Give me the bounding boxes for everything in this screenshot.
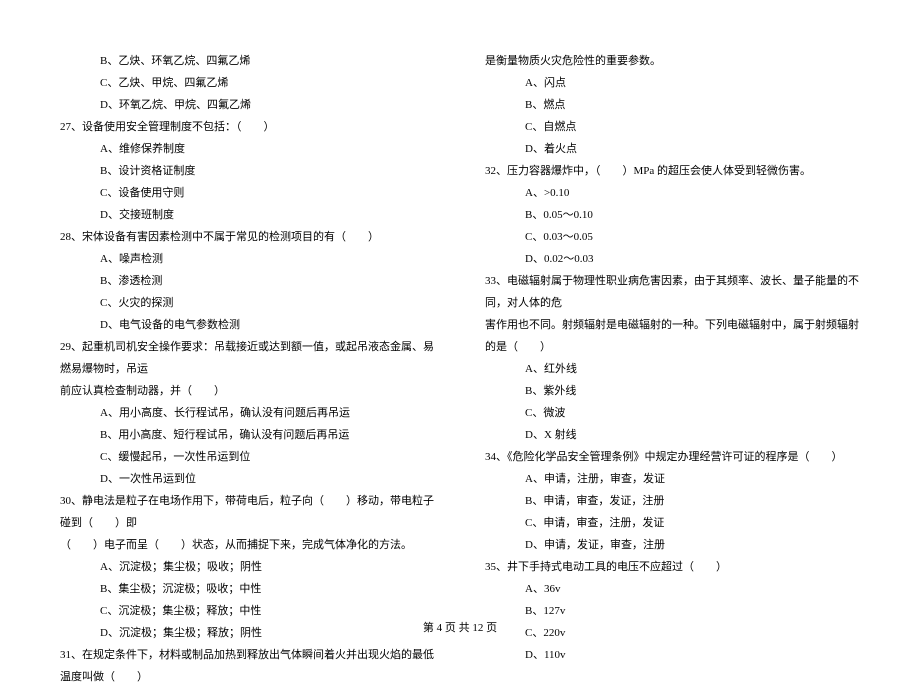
option: C、设备使用守则 — [60, 182, 435, 204]
option: A、36v — [485, 578, 860, 600]
option: D、着火点 — [485, 138, 860, 160]
content-columns: B、乙炔、环氧乙烷、四氟乙烯 C、乙炔、甲烷、四氟乙烯 D、环氧乙烷、甲烷、四氟… — [60, 50, 860, 610]
question-30: 30、静电法是粒子在电场作用下，带荷电后，粒子向（ ）移动，带电粒子碰到（ ）即 — [60, 490, 435, 534]
option: C、申请，审查，注册，发证 — [485, 512, 860, 534]
option: B、申请，审查，发证，注册 — [485, 490, 860, 512]
question-28: 28、宋体设备有害因素检测中不属于常见的检测项目的有（ ） — [60, 226, 435, 248]
option: D、交接班制度 — [60, 204, 435, 226]
option: A、闪点 — [485, 72, 860, 94]
question-33-cont: 害作用也不同。射频辐射是电磁辐射的一种。下列电磁辐射中，属于射频辐射的是（ ） — [485, 314, 860, 358]
option: C、0.03～0.05 — [485, 226, 860, 248]
option: D、0.02～0.03 — [485, 248, 860, 270]
option: A、>0.10 — [485, 182, 860, 204]
right-column: 是衡量物质火灾危险性的重要参数。 A、闪点 B、燃点 C、自燃点 D、着火点 3… — [485, 50, 860, 610]
option: B、渗透检测 — [60, 270, 435, 292]
left-column: B、乙炔、环氧乙烷、四氟乙烯 C、乙炔、甲烷、四氟乙烯 D、环氧乙烷、甲烷、四氟… — [60, 50, 435, 610]
question-29: 29、起重机司机安全操作要求：吊载接近或达到额一值，或起吊液态金属、易燃易爆物时… — [60, 336, 435, 380]
option: D、环氧乙烷、甲烷、四氟乙烯 — [60, 94, 435, 116]
option: A、沉淀极；集尘极；吸收；阴性 — [60, 556, 435, 578]
question-30-cont: （ ）电子而呈（ ）状态，从而捕捉下来，完成气体净化的方法。 — [60, 534, 435, 556]
option: C、乙炔、甲烷、四氟乙烯 — [60, 72, 435, 94]
question-35: 35、井下手持式电动工具的电压不应超过（ ） — [485, 556, 860, 578]
option: D、一次性吊运到位 — [60, 468, 435, 490]
option: B、设计资格证制度 — [60, 160, 435, 182]
page-footer: 第 4 页 共 12 页 — [0, 619, 920, 635]
option: D、X 射线 — [485, 424, 860, 446]
option: B、0.05～0.10 — [485, 204, 860, 226]
option: B、乙炔、环氧乙烷、四氟乙烯 — [60, 50, 435, 72]
question-31-cont: 是衡量物质火灾危险性的重要参数。 — [485, 50, 860, 72]
option: A、申请，注册，审查，发证 — [485, 468, 860, 490]
question-34: 34、《危险化学品安全管理条例》中规定办理经营许可证的程序是（ ） — [485, 446, 860, 468]
question-29-cont: 前应认真检查制动器，并（ ） — [60, 380, 435, 402]
question-31: 31、在规定条件下，材料或制品加热到释放出气体瞬间着火并出现火焰的最低温度叫做（… — [60, 644, 435, 688]
option: B、用小高度、短行程试吊，确认没有问题后再吊运 — [60, 424, 435, 446]
question-32: 32、压力容器爆炸中，（ ）MPa 的超压会使人体受到轻微伤害。 — [485, 160, 860, 182]
option: A、噪声检测 — [60, 248, 435, 270]
option: A、红外线 — [485, 358, 860, 380]
option: D、110v — [485, 644, 860, 666]
option: C、缓慢起吊，一次性吊运到位 — [60, 446, 435, 468]
question-33: 33、电磁辐射属于物理性职业病危害因素，由于其频率、波长、量子能量的不同，对人体… — [485, 270, 860, 314]
option: C、自燃点 — [485, 116, 860, 138]
option: C、微波 — [485, 402, 860, 424]
option: B、紫外线 — [485, 380, 860, 402]
option: D、申请，发证，审查，注册 — [485, 534, 860, 556]
option: B、燃点 — [485, 94, 860, 116]
question-27: 27、设备使用安全管理制度不包括：（ ） — [60, 116, 435, 138]
option: A、维修保养制度 — [60, 138, 435, 160]
option: C、火灾的探测 — [60, 292, 435, 314]
option: A、用小高度、长行程试吊，确认没有问题后再吊运 — [60, 402, 435, 424]
option: D、电气设备的电气参数检测 — [60, 314, 435, 336]
option: B、集尘极；沉淀极；吸收；中性 — [60, 578, 435, 600]
